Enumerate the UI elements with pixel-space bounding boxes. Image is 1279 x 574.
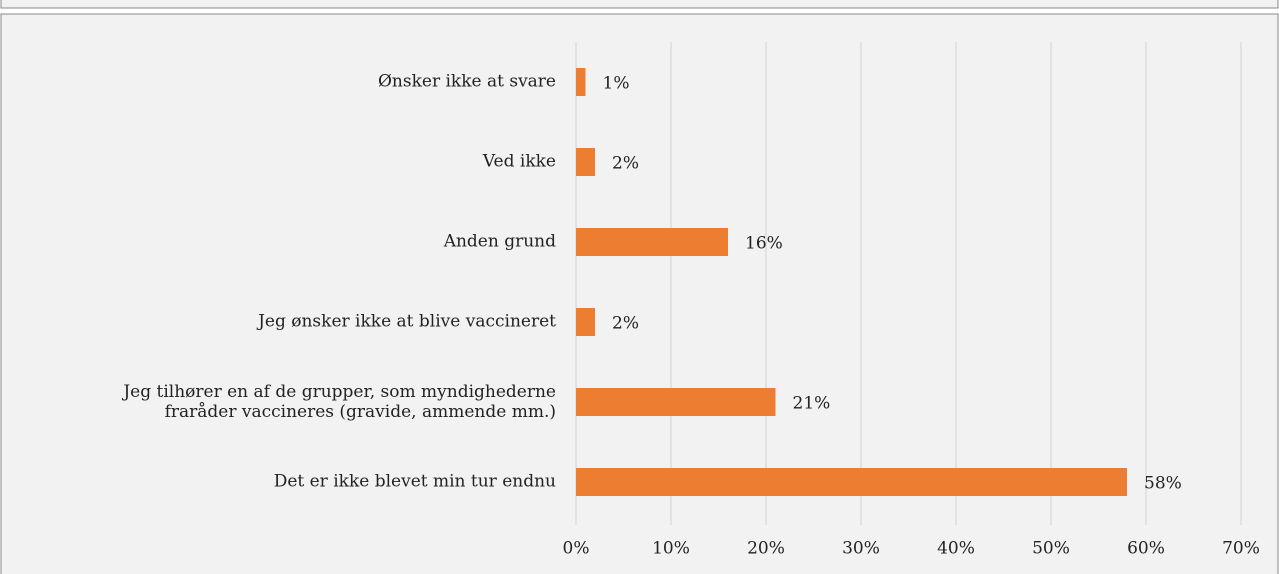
x-tick-label: 50%	[1032, 539, 1070, 559]
y-tick-label: Ønsker ikke at svare	[378, 72, 556, 92]
bar	[576, 468, 1127, 496]
x-tick-label: 60%	[1127, 539, 1165, 559]
y-tick-label: Jeg ønsker ikke at blive vaccineret	[256, 312, 556, 332]
bar	[576, 68, 586, 96]
x-tick-label: 40%	[937, 539, 975, 559]
data-label: 58%	[1144, 474, 1182, 494]
bar	[576, 308, 595, 336]
data-label: 1%	[603, 74, 630, 94]
x-tick-label: 30%	[842, 539, 880, 559]
bar	[576, 228, 728, 256]
x-tick-label: 70%	[1222, 539, 1260, 559]
y-tick-label: Anden grund	[443, 232, 556, 252]
y-tick-label: Jeg tilhører en af de grupper, som myndi…	[121, 382, 556, 422]
y-tick-label: Det er ikke blevet min tur endnu	[274, 472, 556, 492]
data-label: 16%	[745, 234, 783, 254]
data-label: 21%	[793, 394, 831, 414]
x-tick-label: 0%	[563, 539, 590, 559]
top-frame	[0, 0, 1279, 9]
bar	[576, 148, 595, 176]
bar	[576, 388, 776, 416]
x-tick-label: 10%	[652, 539, 690, 559]
x-tick-label: 20%	[747, 539, 785, 559]
data-label: 2%	[612, 314, 639, 334]
y-tick-label: Ved ikke	[482, 152, 556, 172]
data-label: 2%	[612, 154, 639, 174]
